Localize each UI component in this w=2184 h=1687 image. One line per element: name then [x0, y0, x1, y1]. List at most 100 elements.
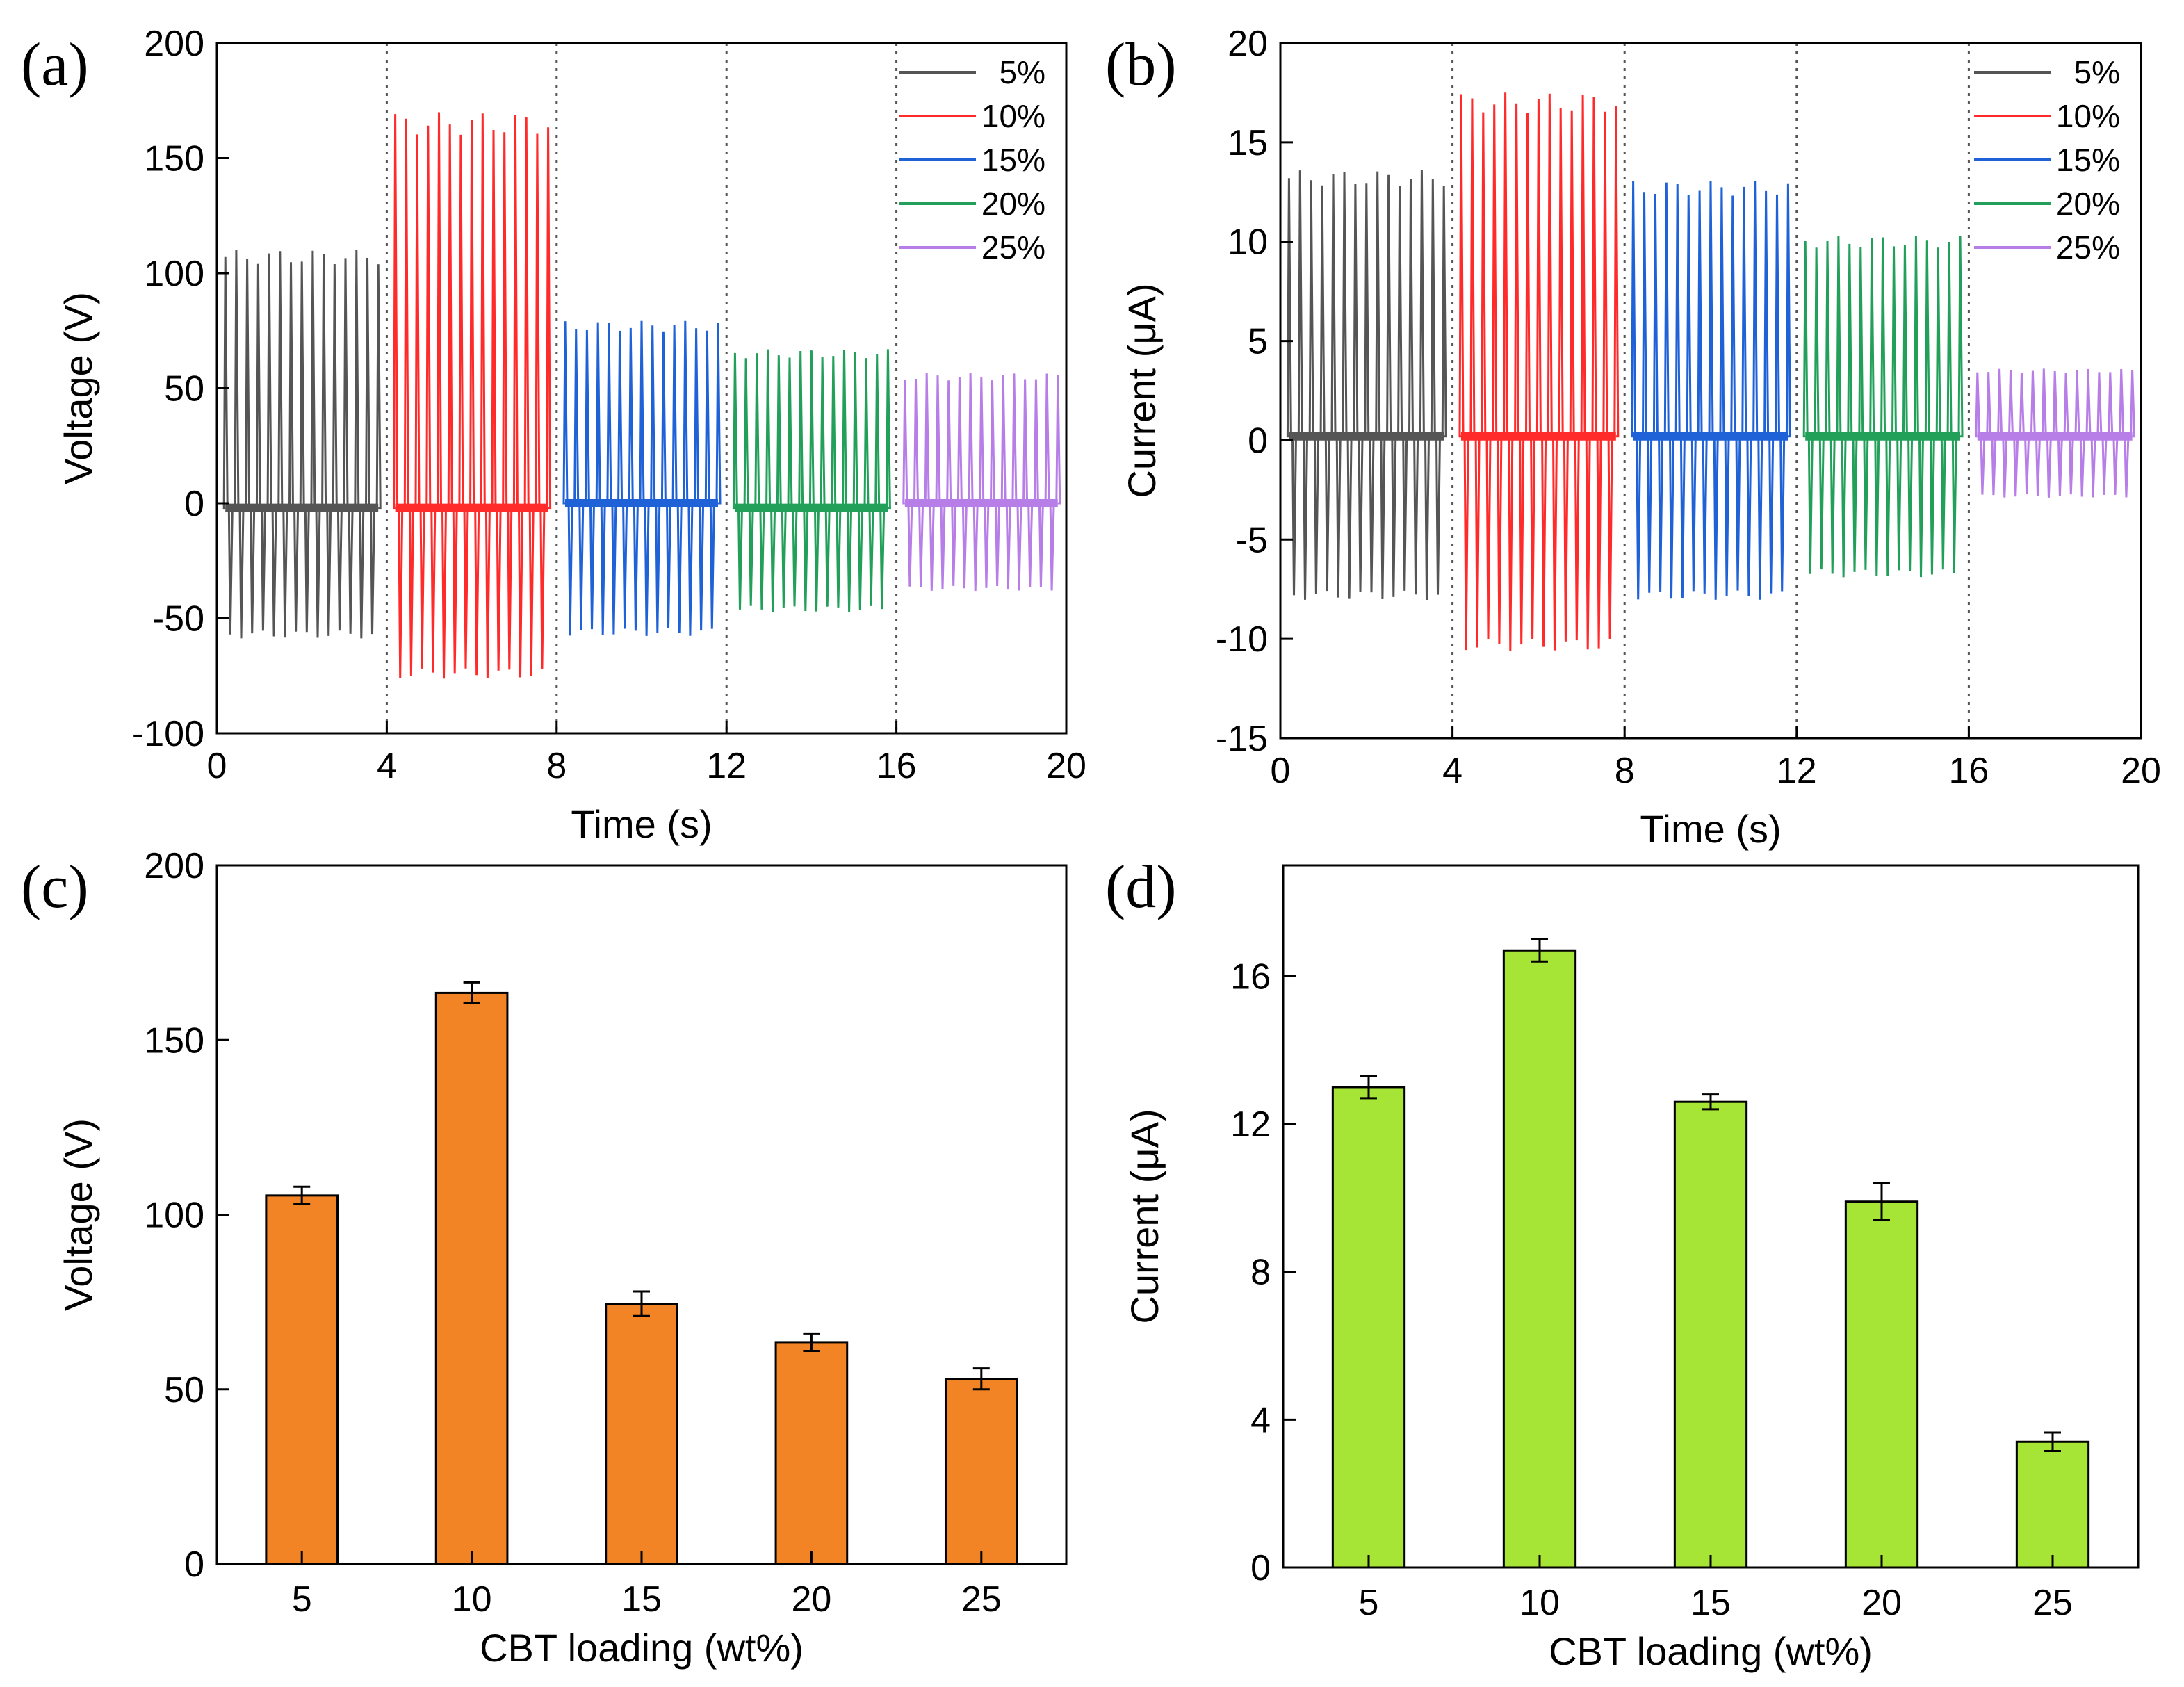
x-tick-label: 20 [1861, 1583, 1902, 1623]
signal-trace [562, 320, 722, 636]
y-tick-label: 0 [184, 1545, 204, 1585]
series-25% [1975, 368, 2136, 498]
legend-label: 10% [981, 98, 1045, 134]
series-20% [732, 349, 891, 612]
bar-15 [605, 1303, 678, 1565]
y-tick-label: -10 [1216, 619, 1268, 660]
series-15% [1631, 180, 1791, 600]
panel-label: (b) [1105, 31, 1177, 99]
x-tick-label: 5 [292, 1579, 312, 1620]
x-tick-label: 12 [1777, 751, 1817, 791]
legend: 5% 10% 15% 20% 25% [1974, 54, 2120, 266]
legend-label: 25% [2056, 229, 2120, 266]
series-15% [562, 320, 722, 636]
y-tick-label: 200 [144, 24, 204, 64]
signal-trace [1286, 170, 1447, 601]
y-tick-label: 0 [1250, 1548, 1271, 1588]
legend-label: 20% [2056, 186, 2120, 222]
y-tick-label: 50 [164, 369, 204, 409]
x-axis-title: Time (s) [571, 802, 712, 846]
y-tick-label: -15 [1216, 719, 1268, 759]
x-tick-label: 25 [961, 1579, 1002, 1620]
signal-trace [1802, 236, 1964, 578]
series-5% [1286, 170, 1447, 601]
x-tick-label: 0 [1271, 751, 1291, 791]
y-tick-label: -50 [152, 599, 204, 639]
y-tick-label: 0 [184, 484, 204, 524]
bar-20 [774, 1341, 849, 1565]
y-tick-label: 100 [144, 254, 204, 294]
y-tick-label: 15 [1228, 123, 1268, 163]
legend-label: 15% [2056, 142, 2120, 178]
panel-label: (c) [21, 854, 89, 921]
y-tick-label: 4 [1250, 1400, 1271, 1440]
y-tick-label: 5 [1248, 322, 1268, 362]
x-tick-label: 20 [791, 1579, 831, 1620]
y-tick-label: 0 [1248, 421, 1268, 461]
signal-trace [1975, 368, 2136, 498]
signal-trace [1631, 180, 1791, 600]
panel-b-current-time: (b) 0 4 8 12 16 20 -15 -10 -5 0 5 10 15 20 Time (s) Curr… [1105, 24, 2161, 851]
signal-trace [222, 250, 382, 639]
x-tick-label: 4 [1442, 751, 1462, 791]
bar-5 [1331, 1086, 1406, 1569]
bar-20 [1844, 1200, 1919, 1569]
signal-trace [732, 349, 891, 612]
legend-label: 25% [981, 229, 1045, 266]
bar-25 [2015, 1440, 2090, 1569]
y-axis-title: Current (μA) [1120, 283, 1164, 498]
legend-label: 15% [981, 142, 1045, 178]
y-tick-label: 20 [1228, 24, 1268, 64]
legend-label: 5% [2074, 54, 2120, 90]
y-tick-label: 12 [1230, 1105, 1271, 1145]
panel-d-current-bars: 5 10 15 20 25 (d) 0 4 8 12 16 CBT loading (wt%) Curr… [1105, 854, 2140, 1673]
series-10% [393, 112, 552, 679]
x-axis-title: CBT loading (wt%) [1549, 1629, 1873, 1673]
series-5% [222, 250, 382, 639]
y-axis-title: Current (μA) [1123, 1109, 1166, 1323]
x-tick-label: 8 [1615, 751, 1635, 791]
x-tick-label: 15 [621, 1579, 662, 1620]
legend: 5% 10% 15% 20% 25% [899, 54, 1045, 266]
y-tick-label: 8 [1250, 1253, 1271, 1293]
bar-5 [265, 1194, 339, 1565]
x-tick-label: 12 [706, 746, 747, 786]
y-axis-title: Voltage (V) [56, 292, 100, 484]
legend-label: 20% [981, 186, 1045, 222]
x-tick-label: 10 [452, 1579, 492, 1620]
plot-frame [1282, 864, 2140, 1569]
panel-c-voltage-bars: 5 10 15 20 25 (c) 0 50 100 150 200 CBT loading (wt%… [21, 846, 1068, 1670]
x-tick-label: 25 [2032, 1583, 2073, 1623]
legend-label: 5% [1000, 54, 1045, 90]
x-tick-label: 15 [1690, 1583, 1731, 1623]
y-axis-title: Voltage (V) [56, 1118, 100, 1311]
y-tick-label: 150 [144, 139, 204, 179]
series-25% [902, 373, 1061, 592]
x-tick-label: 8 [546, 746, 567, 786]
series-20% [1802, 236, 1964, 578]
x-tick-label: 0 [207, 746, 227, 786]
x-tick-label: 5 [1359, 1583, 1379, 1623]
y-tick-label: -100 [132, 714, 204, 754]
x-axis-title: CBT loading (wt%) [480, 1626, 804, 1670]
x-tick-label: 20 [2121, 751, 2161, 791]
x-tick-label: 4 [377, 746, 397, 786]
signal-trace [1458, 92, 1620, 651]
plot-frame [1279, 42, 2142, 740]
signal-trace [902, 373, 1061, 592]
panel-a-voltage-time: (a) 0 4 8 12 16 20 -100 -50 0 50 100 150 200 Time (s) V… [21, 24, 1086, 846]
legend-label: 10% [2056, 98, 2120, 134]
bar-10 [1502, 949, 1577, 1569]
series-10% [1458, 92, 1620, 651]
y-tick-label: 100 [144, 1196, 204, 1236]
x-tick-label: 10 [1519, 1583, 1560, 1623]
panel-label: (d) [1105, 854, 1177, 921]
x-tick-label: 20 [1046, 746, 1086, 786]
panel-label: (a) [21, 31, 89, 99]
x-axis-title: Time (s) [1640, 807, 1781, 851]
bar-25 [944, 1378, 1018, 1565]
signal-trace [393, 112, 552, 679]
y-tick-label: 16 [1230, 956, 1271, 997]
y-tick-label: 150 [144, 1020, 204, 1061]
